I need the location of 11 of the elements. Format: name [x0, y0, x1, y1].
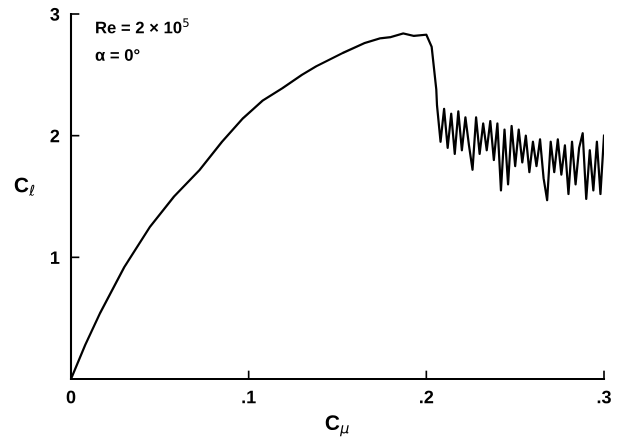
annotation: α = 0° [96, 49, 140, 61]
x-tick-label: .1 [242, 390, 256, 404]
y-tick-label: 3 [50, 8, 60, 21]
y-tick-label: 2 [50, 130, 60, 142]
y-tick-label: 1 [50, 251, 60, 264]
x-tick-label: .2 [420, 390, 434, 404]
annotation: Re = 2 × 10$^{5}$ [96, 18, 189, 34]
x-axis-title: C$_{μ}$ [326, 415, 349, 436]
y-axis-title: C$_{ℓ}$ [14, 178, 34, 196]
x-tick-label: .3 [598, 390, 611, 404]
x-tick-label: 0 [66, 390, 76, 404]
